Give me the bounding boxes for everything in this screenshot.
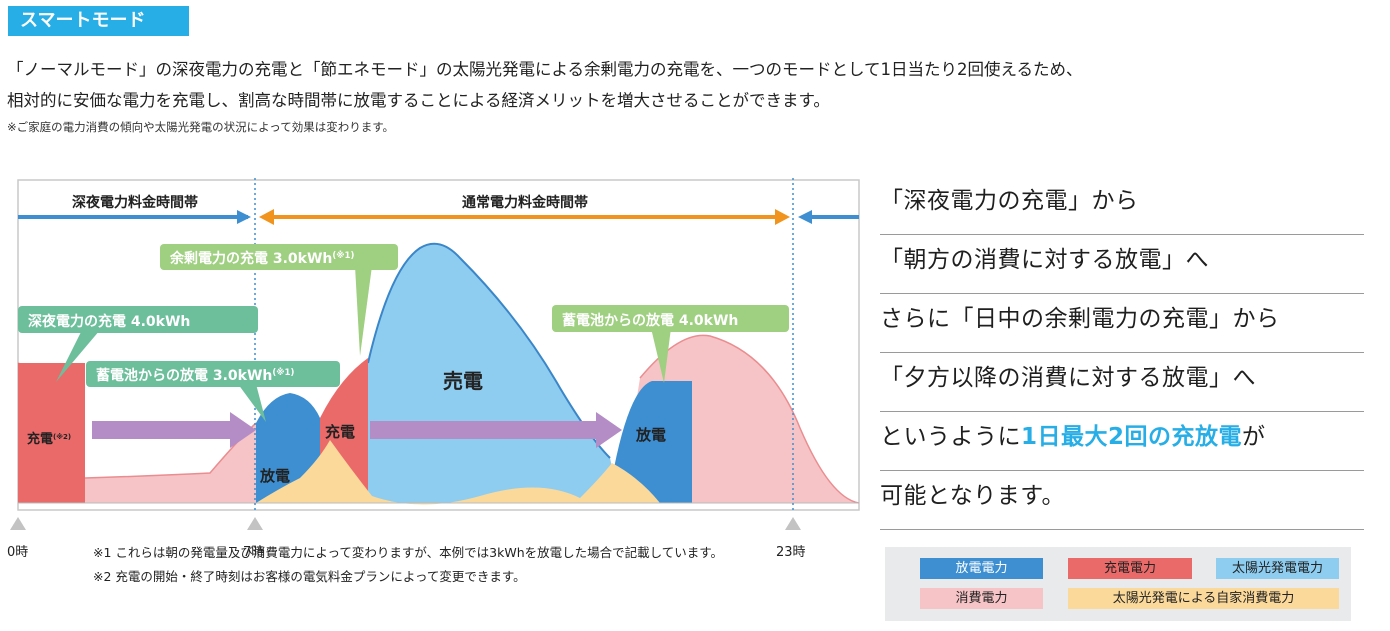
footnotes: ※1 これらは朝の発電量及び消費電力によって変わりますが、本例では3kWhを放電… xyxy=(93,541,723,589)
legend-consumption: 消費電力 xyxy=(920,588,1043,609)
callout-evening-text: 蓄電池からの放電 4.0kWh xyxy=(562,312,738,329)
callout-night xyxy=(18,306,258,333)
transfer-arrow-1-body xyxy=(92,421,232,439)
band-label-night: 深夜電力料金時間帯 xyxy=(72,194,198,211)
transfer-arrow-2-body xyxy=(370,421,598,439)
callout-night-pointer xyxy=(56,330,100,382)
band-arrowhead-night xyxy=(237,210,251,224)
callout-morning xyxy=(86,361,340,387)
legend-solar: 太陽光発電電力 xyxy=(1216,558,1339,579)
label-charge-night: 充電(※2) xyxy=(27,431,71,447)
time-label-0: 0時 xyxy=(7,545,29,560)
summary-line-1: 「深夜電力の充電」から xyxy=(880,176,1364,235)
label-discharge-evening: 放電 xyxy=(635,426,666,444)
band-arrowhead-night2 xyxy=(798,210,812,224)
band-arrowhead-day-left xyxy=(259,209,274,225)
summary-line-6: 可能となります。 xyxy=(880,471,1364,530)
time-label-23: 23時 xyxy=(776,545,806,560)
callout-surplus-text: 余剰電力の充電 3.0kWh(※1) xyxy=(169,250,354,267)
summary-line-5: というように1日最大2回の充放電が xyxy=(880,412,1364,471)
callout-evening-pointer xyxy=(651,328,671,383)
label-discharge-morning: 放電 xyxy=(259,467,290,485)
summary-highlight: 1日最大2回の充放電 xyxy=(1021,424,1243,450)
intro-note: ※ご家庭の電力消費の傾向や太陽光発電の状況によって効果は変わります。 xyxy=(7,120,395,134)
intro-text: 「ノーマルモード」の深夜電力の充電と「節エネモード」の太陽光発電による余剰電力の… xyxy=(7,54,1367,137)
time-marker-7 xyxy=(247,517,263,530)
summary-line-2: 「朝方の消費に対する放電」へ xyxy=(880,235,1364,294)
callout-surplus xyxy=(160,244,398,270)
mode-badge: スマートモード xyxy=(8,6,189,36)
summary-line-3: さらに「日中の余剰電力の充電」から xyxy=(880,294,1364,353)
legend-charge: 充電電力 xyxy=(1068,558,1192,579)
legend-discharge: 放電電力 xyxy=(920,558,1043,579)
legend: 放電電力 充電電力 太陽光発電電力 消費電力 太陽光発電による自家消費電力 xyxy=(885,547,1351,621)
time-marker-23 xyxy=(785,517,801,530)
diagram-svg: 深夜電力料金時間帯 通常電力料金時間帯 余剰電力の充電 3.0kWh(※1) 深… xyxy=(10,178,860,530)
legend-self-consumption: 太陽光発電による自家消費電力 xyxy=(1068,588,1339,609)
charge-night-top xyxy=(18,363,85,388)
summary-line-5-pre: というように xyxy=(880,424,1021,450)
transfer-arrow-1-head xyxy=(230,412,256,448)
callout-evening xyxy=(552,305,789,332)
footnote-1: ※1 これらは朝の発電量及び消費電力によって変わりますが、本例では3kWhを放電… xyxy=(93,545,724,560)
footnote-2: ※2 充電の開始・終了時刻はお客様の電気料金プランによって変更できます。 xyxy=(93,569,526,584)
side-summary: 「深夜電力の充電」から 「朝方の消費に対する放電」へ さらに「日中の余剰電力の充… xyxy=(880,176,1364,530)
label-sell: 売電 xyxy=(443,369,483,393)
transfer-arrow-2-head xyxy=(596,412,622,448)
label-charge-day: 充電 xyxy=(325,423,355,441)
summary-line-4: 「夕方以降の消費に対する放電」へ xyxy=(880,353,1364,412)
summary-line-5-post: が xyxy=(1242,424,1266,450)
solar-outline xyxy=(367,242,611,459)
intro-line-2: 相対的に安価な電力を充電し、割高な時間帯に放電することによる経済メリットを増大さ… xyxy=(7,91,830,110)
consumption-area-morning xyxy=(85,423,256,503)
callout-morning-text: 蓄電池からの放電 3.0kWh(※1) xyxy=(96,367,294,384)
callout-night-text: 深夜電力の充電 4.0kWh xyxy=(28,313,190,330)
time-marker-0 xyxy=(10,517,26,530)
intro-line-1: 「ノーマルモード」の深夜電力の充電と「節エネモード」の太陽光発電による余剰電力の… xyxy=(7,60,1083,79)
callout-morning-pointer xyxy=(238,384,266,422)
charge-night-area xyxy=(18,363,85,503)
callout-surplus-pointer xyxy=(355,266,372,356)
time-label-7: 7時 xyxy=(243,545,265,560)
discharge-evening-area xyxy=(614,381,692,503)
self-consumption-area xyxy=(256,440,660,505)
band-label-day: 通常電力料金時間帯 xyxy=(462,194,588,211)
smart-mode-diagram: 深夜電力料金時間帯 通常電力料金時間帯 余剰電力の充電 3.0kWh(※1) 深… xyxy=(0,178,880,578)
band-arrowhead-day-right xyxy=(775,209,790,225)
